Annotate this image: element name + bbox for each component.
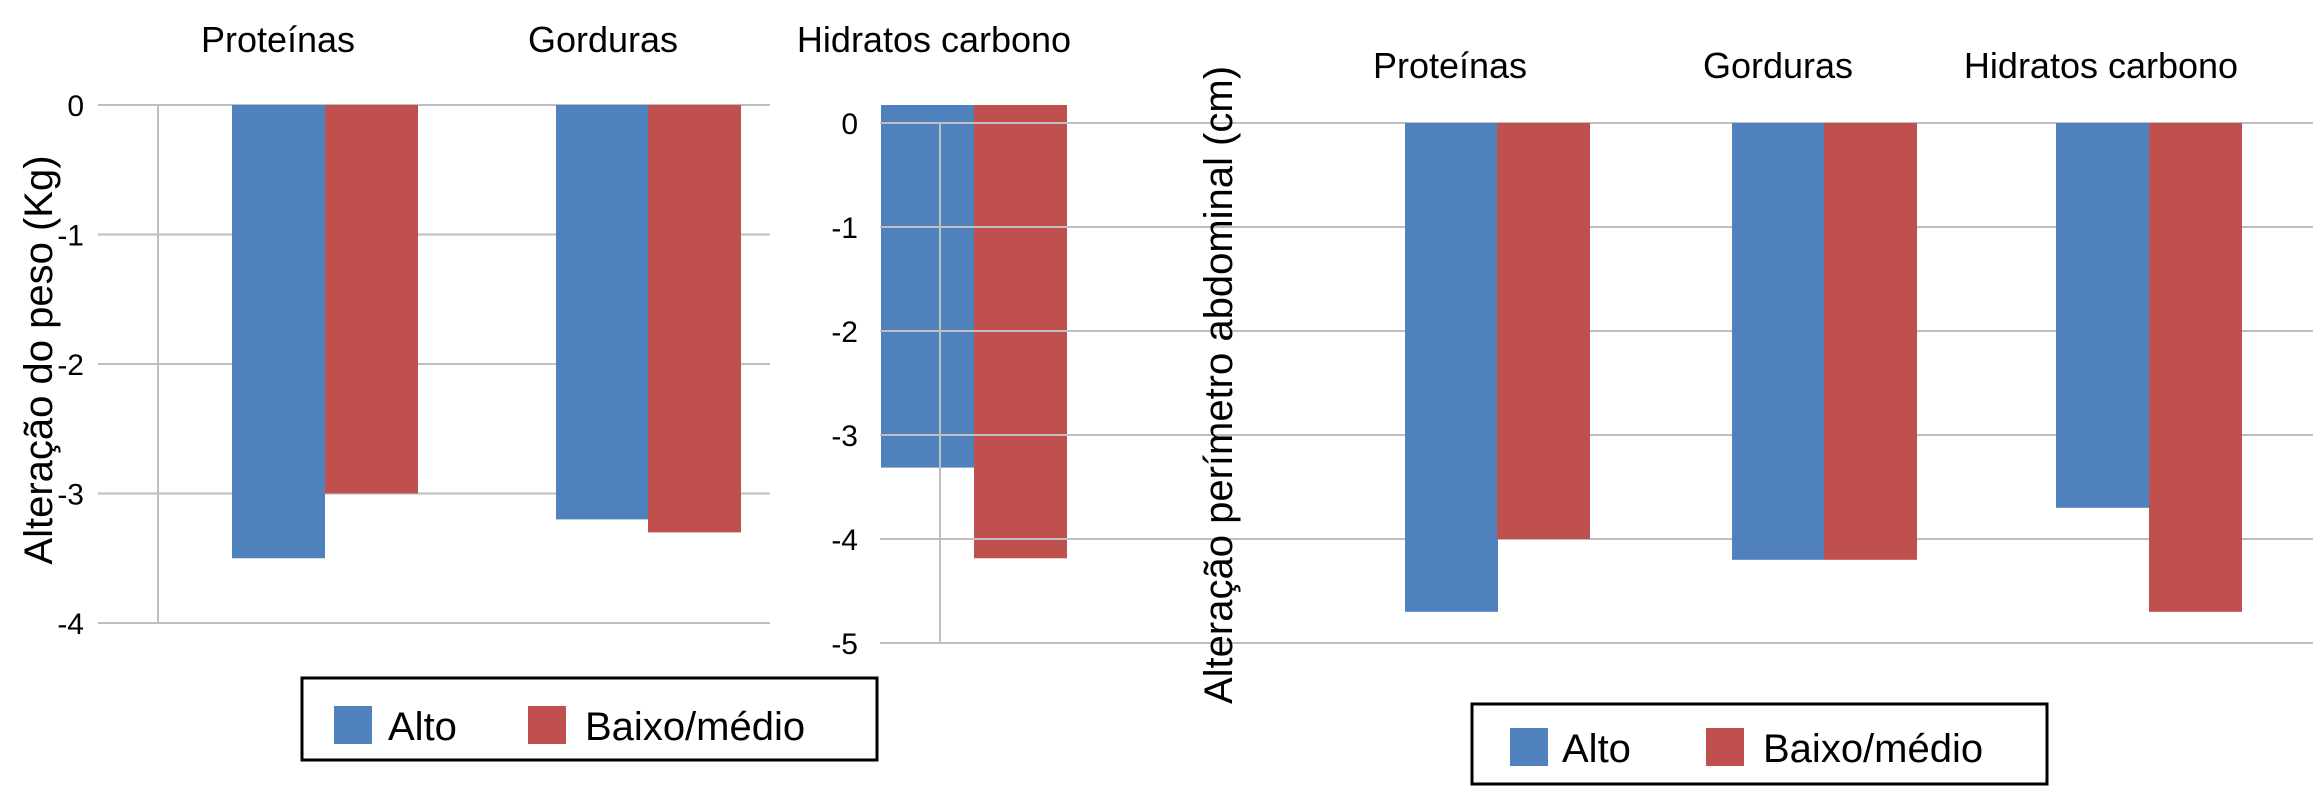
weight-bar-baixo-medio-1	[325, 105, 418, 494]
abdominal-y-tick-label: 0	[841, 108, 858, 141]
weight-bar-alto-3	[881, 105, 974, 468]
weight-category-label: Proteínas	[201, 19, 355, 60]
weight-category-label: Hidratos carbono	[797, 19, 1071, 60]
weight-y-axis-label: Alteração do peso (Kg)	[17, 155, 61, 564]
weight-bar-alto-1	[232, 105, 325, 559]
abdominal-bar-baixo-medio-2	[1824, 123, 1917, 560]
abdominal-y-tick-label: -2	[831, 316, 858, 349]
weight-legend-label-alto: Alto	[388, 705, 457, 749]
abdominal-legend: Alto Baixo/médio	[1470, 702, 2049, 786]
abdominal-y-tick-label: -5	[831, 628, 858, 661]
abdominal-category-label: Proteínas	[1373, 45, 1527, 86]
abdominal-bar-baixo-medio-3	[2149, 123, 2242, 612]
abdominal-category-label: Hidratos carbono	[1964, 45, 2238, 86]
abdominal-legend-label-alto: Alto	[1562, 727, 1631, 771]
abdominal-legend-box	[1470, 702, 2049, 786]
weight-y-tick-label: -2	[57, 349, 84, 382]
weight-legend-box	[300, 676, 879, 762]
abdominal-bar-alto-2	[1732, 123, 1825, 560]
abdominal-legend-swatch-alto	[1510, 728, 1548, 766]
abdominal-y-tick-label: -4	[831, 524, 858, 557]
weight-category-label: Gorduras	[528, 19, 678, 60]
weight-y-tick-label: 0	[67, 90, 84, 123]
abdominal-bar-alto-3	[2056, 123, 2149, 508]
weight-bar-alto-2	[556, 105, 649, 520]
weight-legend: Alto Baixo/médio	[300, 676, 879, 762]
abdominal-category-label: Gorduras	[1703, 45, 1853, 86]
weight-legend-label-baixo-medio: Baixo/médio	[585, 705, 805, 749]
abdominal-y-tick-label: -3	[831, 420, 858, 453]
abdominal-y-axis-label: Alteração perímetro abdominal (cm)	[1197, 66, 1241, 704]
weight-y-tick-label: -1	[57, 220, 84, 253]
weight-legend-swatch-baixo-medio	[528, 706, 566, 744]
weight-change-chart: 0 -1 -2 -3 -4 Proteínas Gorduras Hidratos carb…	[17, 19, 1071, 762]
weight-legend-swatch-alto	[334, 706, 372, 744]
weight-bar-baixo-medio-2	[648, 105, 741, 533]
weight-y-tick-label: -4	[57, 608, 84, 641]
abdominal-legend-swatch-baixo-medio	[1706, 728, 1744, 766]
abdominal-legend-label-baixo-medio: Baixo/médio	[1763, 727, 1983, 771]
abdominal-bar-baixo-medio-1	[1497, 123, 1590, 539]
abdominal-y-tick-label: -1	[831, 212, 858, 245]
abdominal-change-chart: 0 -1 -2 -3 -4 -5 Proteínas Gorduras Hidratos ca…	[831, 45, 2313, 786]
weight-y-tick-label: -3	[57, 479, 84, 512]
abdominal-bar-alto-1	[1405, 123, 1498, 612]
